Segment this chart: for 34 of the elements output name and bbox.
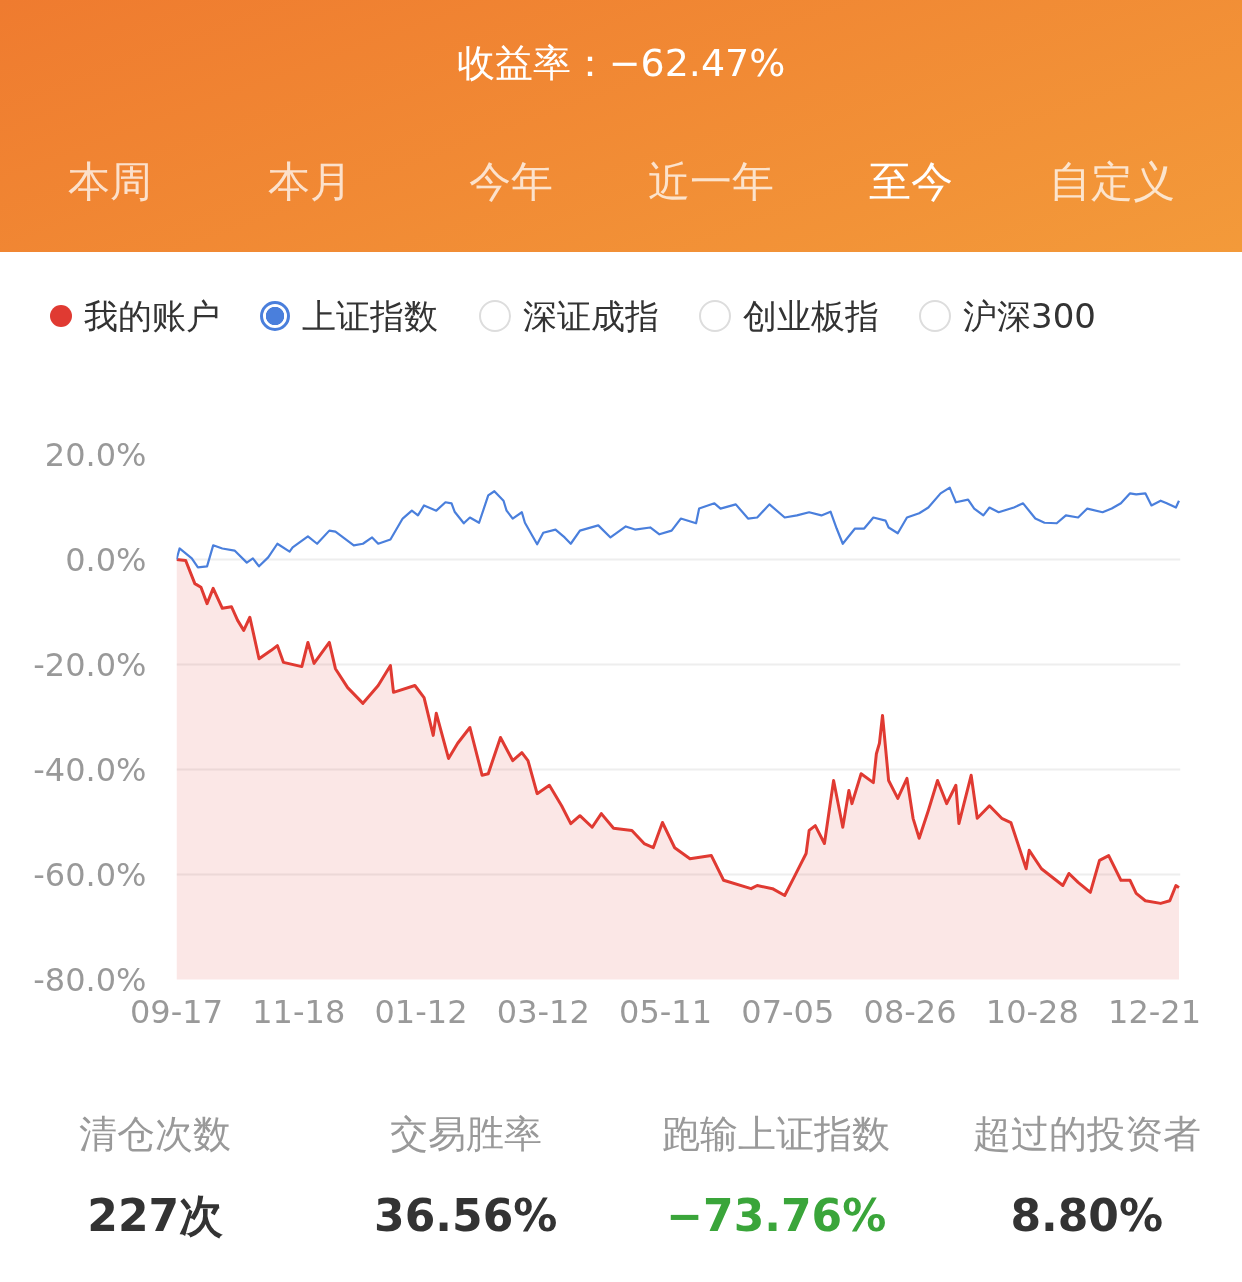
text: 沪深300 [962, 295, 1096, 338]
y-tick-label: 20.0% [44, 435, 147, 474]
text: 交易胜率 [388, 1111, 543, 1158]
line-series [176, 486, 1181, 569]
y-tick-label: -40.0% [33, 750, 147, 789]
text: 至今 [868, 156, 955, 209]
chart-title: 收益率：−62.47% [455, 40, 787, 87]
legend-label: 我的账户 [83, 295, 220, 338]
x-tick-label: 10-28 [985, 992, 1079, 1031]
text: 36.56% [373, 1189, 559, 1244]
text: 227次 [86, 1189, 225, 1244]
text: 今年 [467, 156, 554, 209]
text: 跑输上证指数 [661, 1111, 892, 1158]
x-tick-label: 01-12 [374, 992, 468, 1031]
x-tick-label: 12-21 [1108, 992, 1202, 1031]
text: 本周 [67, 156, 154, 209]
text: 自定义 [1047, 156, 1176, 209]
text: −73.76% [665, 1189, 888, 1244]
y-tick-label: 0.0% [65, 540, 147, 579]
x-tick-label: 08-26 [863, 992, 957, 1031]
x-tick-label: 11-18 [252, 992, 346, 1031]
text: 创业板指 [741, 295, 879, 338]
x-tick-label: 07-05 [741, 992, 835, 1031]
text: 近一年 [647, 156, 776, 209]
text: 8.80% [1009, 1189, 1165, 1244]
x-tick-label: 05-11 [619, 992, 712, 1031]
text: 清仓次数 [78, 1111, 233, 1158]
y-tick-label: -60.0% [33, 855, 147, 894]
y-tick-label: -20.0% [33, 645, 147, 684]
text: 深证成指 [521, 295, 659, 338]
text: 本月 [267, 156, 354, 209]
x-tick-label: 03-12 [496, 992, 590, 1031]
text: 超过的投资者 [971, 1111, 1202, 1158]
legend-label: 上证指数 [301, 295, 439, 338]
